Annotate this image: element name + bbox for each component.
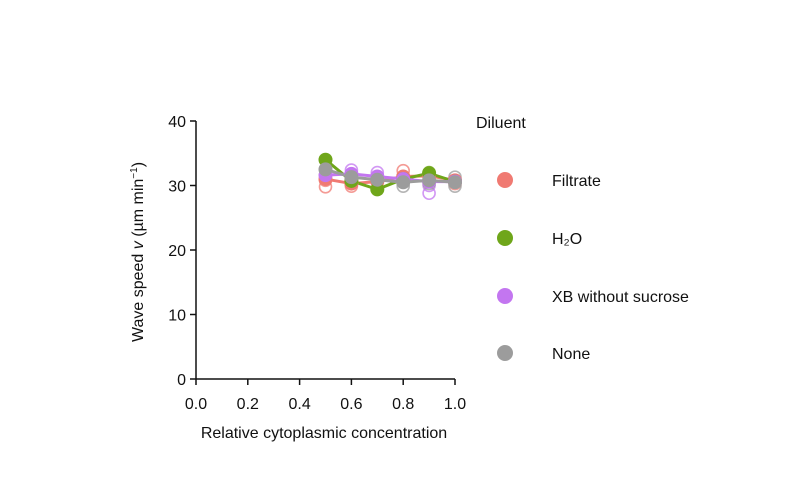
- legend-items: Filtrate H₂O XB without sucrose None: [497, 172, 689, 363]
- legend: Diluent Filtrate H₂O XB without sucrose Non…: [476, 115, 689, 363]
- y-axis-label: Wave speed v (µm min−1): [129, 162, 147, 342]
- mean-point-none: [318, 162, 333, 177]
- x-tick-label: 0.8: [392, 396, 414, 413]
- y-label-unit-exponent: −1: [129, 167, 140, 179]
- x-tick-label: 1.0: [444, 396, 466, 413]
- y-tick-label: 10: [168, 308, 186, 325]
- legend-title: Diluent: [476, 115, 526, 132]
- mean-point-none: [370, 172, 385, 187]
- x-axis-ticks: 0.0 0.2 0.4 0.6 0.8 1.0: [185, 379, 466, 413]
- mean-point-h2o: [318, 152, 333, 167]
- mean-point-none: [344, 170, 359, 185]
- legend-label-filtrate: Filtrate: [552, 173, 601, 190]
- y-tick-label: 40: [168, 114, 186, 131]
- mean-point-none: [422, 173, 437, 188]
- y-label-unit: (µm min: [130, 179, 147, 242]
- mean-points: [318, 152, 462, 197]
- legend-label-xb: XB without sucrose: [552, 289, 689, 306]
- y-label-prefix: Wave speed: [130, 249, 147, 342]
- x-tick-label: 0.6: [340, 396, 362, 413]
- legend-marker-none: [497, 345, 513, 361]
- legend-marker-filtrate: [497, 172, 513, 188]
- y-tick-label: 0: [177, 372, 186, 389]
- legend-marker-xb: [497, 288, 513, 304]
- mean-point-none: [396, 175, 411, 190]
- y-tick-label: 20: [168, 243, 186, 260]
- y-axis-ticks: 0 10 20 30 40: [168, 114, 196, 389]
- x-axis-label: Relative cytoplasmic concentration: [201, 425, 447, 442]
- legend-label-none: None: [552, 346, 590, 363]
- y-label-variable: v: [130, 240, 147, 249]
- x-tick-label: 0.4: [288, 396, 310, 413]
- legend-marker-h2o: [497, 230, 513, 246]
- y-tick-label: 30: [168, 179, 186, 196]
- x-tick-label: 0.2: [237, 396, 259, 413]
- x-tick-label: 0.0: [185, 396, 207, 413]
- mean-point-h2o: [370, 182, 385, 197]
- y-label-unit-close: ): [130, 162, 147, 167]
- legend-label-h2o: H₂O: [552, 231, 582, 248]
- mean-point-none: [448, 175, 462, 190]
